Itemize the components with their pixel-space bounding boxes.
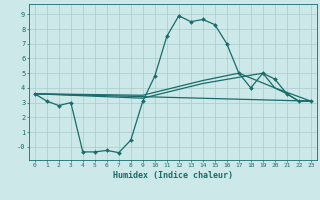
X-axis label: Humidex (Indice chaleur): Humidex (Indice chaleur)	[113, 171, 233, 180]
